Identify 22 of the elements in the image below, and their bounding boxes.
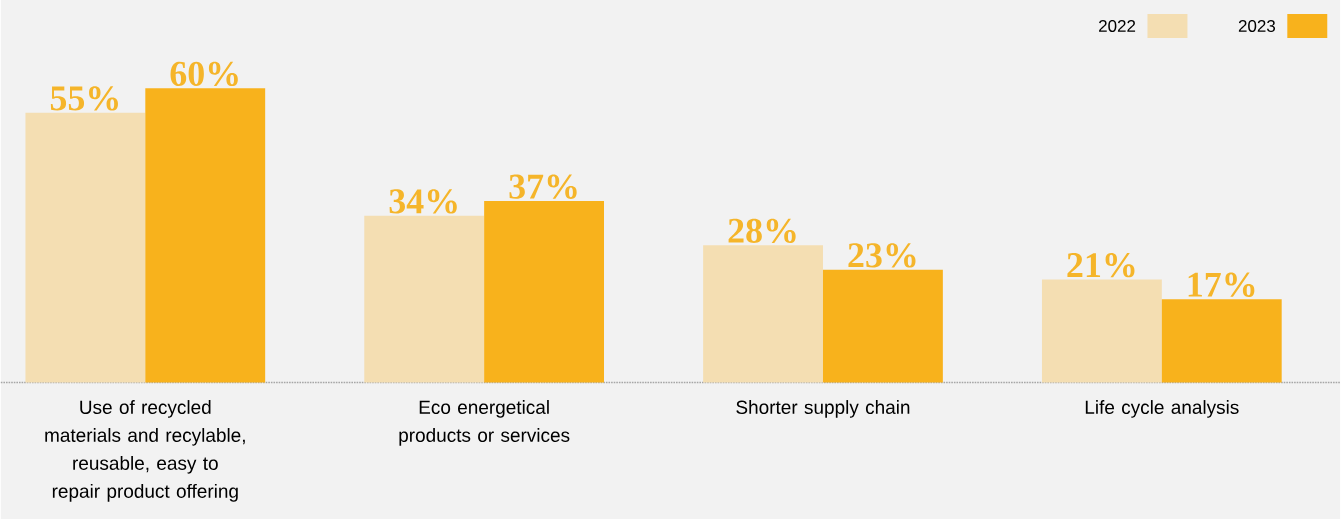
x-tick-label: Life cycle analysis (1085, 399, 1239, 418)
bar (822, 269, 943, 383)
bar (1161, 298, 1282, 383)
legend-label: 2022 (1099, 19, 1136, 32)
bar (364, 215, 485, 383)
bar (145, 88, 266, 383)
legend-label: 2023 (1238, 19, 1276, 32)
data-label: 60% (170, 61, 238, 86)
bar (484, 200, 605, 383)
x-tick-label: Use of recycled materials and recylable, reusable, easy to repair product offering (45, 399, 245, 502)
x-tick-label: Shorter supply chain (736, 399, 910, 418)
data-label: 28% (728, 218, 796, 243)
bar (1041, 279, 1162, 383)
data-label: 37% (509, 174, 577, 199)
data-label: 21% (1067, 252, 1135, 278)
data-label: 34% (389, 189, 457, 214)
bar (25, 112, 146, 383)
data-label: 17% (1188, 272, 1255, 297)
data-label: 23% (848, 242, 916, 268)
x-tick-label: Eco energetical products or services (399, 399, 570, 446)
bar (703, 245, 823, 383)
data-label: 55% (50, 86, 118, 111)
